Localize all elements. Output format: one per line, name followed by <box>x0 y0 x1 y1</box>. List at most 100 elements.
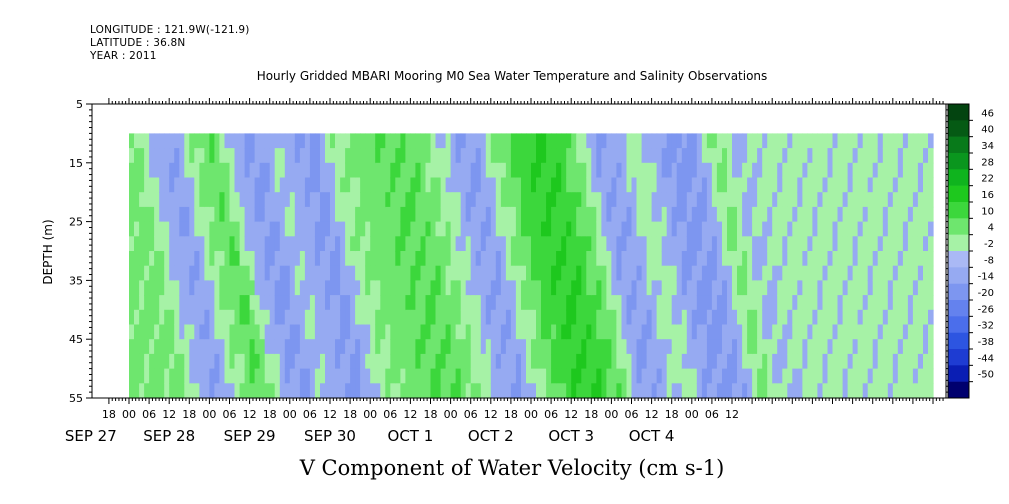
heatmap-cell <box>611 265 617 281</box>
heatmap-cell <box>596 368 602 384</box>
heatmap-cell <box>179 309 185 326</box>
heatmap-cell <box>244 383 251 399</box>
heatmap-cell <box>500 280 507 296</box>
heatmap-cell <box>385 353 391 370</box>
heatmap-cell <box>701 177 708 193</box>
heatmap-cell <box>259 265 266 281</box>
heatmap-cell <box>229 324 236 340</box>
heatmap-cell <box>812 221 818 237</box>
heatmap-cell <box>505 236 512 252</box>
heatmap-cell <box>340 177 346 193</box>
heatmap-cell <box>355 295 361 311</box>
heatmap-cell <box>681 206 688 223</box>
heatmap-cell <box>495 133 502 149</box>
heatmap-cell <box>591 280 597 296</box>
heatmap-cell <box>214 280 220 296</box>
heatmap-cell <box>641 383 648 399</box>
heatmap-cell <box>515 221 522 237</box>
heatmap-cell <box>375 324 381 340</box>
heatmap-cell <box>877 192 884 208</box>
heatmap-cell <box>606 148 612 164</box>
heatmap-cell <box>405 162 411 179</box>
heatmap-cell <box>571 206 577 223</box>
heatmap-cell <box>325 148 331 164</box>
heatmap-cell <box>872 383 879 399</box>
heatmap-cell <box>732 162 738 179</box>
heatmap-cell <box>928 339 934 355</box>
heatmap-cell <box>375 280 381 296</box>
heatmap-cell <box>370 148 376 164</box>
heatmap-cell <box>254 162 261 179</box>
heatmap-cell <box>314 309 321 326</box>
hour-tick-label: 18 <box>424 408 438 421</box>
heatmap-cell <box>747 353 753 370</box>
heatmap-cell <box>395 383 401 399</box>
heatmap-cell <box>912 192 919 208</box>
heatmap-cell <box>822 236 829 252</box>
heatmap-cell <box>822 206 829 223</box>
heatmap-cell <box>314 295 321 311</box>
heatmap-cell <box>757 353 763 370</box>
heatmap-cell <box>304 192 311 208</box>
heatmap-cell <box>194 177 200 193</box>
heatmap-cell <box>807 383 813 399</box>
heatmap-cell <box>596 206 602 223</box>
heatmap-cell <box>264 221 271 237</box>
heatmap-cell <box>917 177 924 193</box>
heatmap-cell <box>917 251 924 267</box>
heatmap-cell <box>902 339 909 355</box>
heatmap-cell <box>576 309 582 326</box>
heatmap-cell <box>646 353 653 370</box>
heatmap-cell <box>460 236 467 252</box>
heatmap-cell <box>656 309 663 326</box>
heatmap-cell <box>772 192 778 208</box>
heatmap-cell <box>872 177 879 193</box>
heatmap-cell <box>631 162 638 179</box>
heatmap-cell <box>747 162 753 179</box>
heatmap-cell <box>877 324 884 340</box>
heatmap-cell <box>596 236 602 252</box>
heatmap-cell <box>722 221 728 237</box>
heatmap-cell <box>641 251 648 267</box>
heatmap-cell <box>802 192 808 208</box>
heatmap-cell <box>646 309 653 326</box>
heatmap-cell <box>732 353 738 370</box>
heatmap-cell <box>902 251 909 267</box>
hour-tick-label: 18 <box>182 408 196 421</box>
heatmap-cell <box>586 162 592 179</box>
heatmap-cell <box>651 162 658 179</box>
heatmap-cell <box>722 133 728 149</box>
heatmap-cell <box>144 309 150 326</box>
heatmap-cell <box>792 353 798 370</box>
heatmap-cell <box>526 251 532 267</box>
heatmap-cell <box>219 265 225 281</box>
heatmap-cell <box>792 192 798 208</box>
heatmap-cell <box>827 309 834 326</box>
heatmap-cell <box>762 206 768 223</box>
heatmap-cell <box>169 339 175 355</box>
heatmap-cell <box>546 353 552 370</box>
heatmap-cell <box>309 236 316 252</box>
heatmap-cell <box>631 192 638 208</box>
heatmap-cell <box>696 265 703 281</box>
heatmap-cell <box>345 353 351 370</box>
heatmap-cell <box>294 148 301 164</box>
heatmap-cell <box>380 324 386 340</box>
heatmap-cell <box>249 221 256 237</box>
heatmap-cell <box>330 192 336 208</box>
heatmap-cell <box>827 192 834 208</box>
heatmap-cell <box>320 251 326 267</box>
heatmap-cell <box>254 295 261 311</box>
heatmap-cell <box>360 383 366 399</box>
heatmap-cell <box>445 353 452 370</box>
heatmap-cell <box>450 309 457 326</box>
heatmap-cell <box>907 280 914 296</box>
heatmap-cell <box>641 148 648 164</box>
heatmap-cell <box>219 353 225 370</box>
heatmap-cell <box>797 339 803 355</box>
heatmap-cell <box>229 177 236 193</box>
heatmap-cell <box>515 383 522 399</box>
heatmap-cell <box>199 177 205 193</box>
heatmap-cell <box>144 324 150 340</box>
heatmap-cell <box>490 324 497 340</box>
